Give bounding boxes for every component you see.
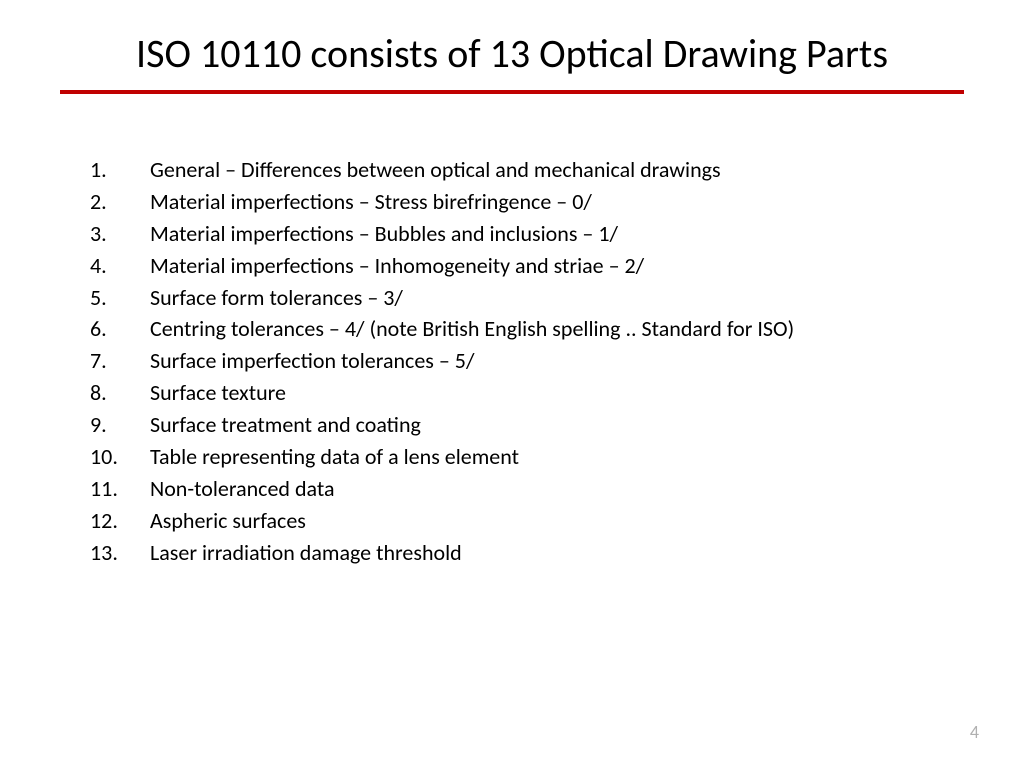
list-item: Material imperfections – Bubbles and inc… [90,218,964,250]
slide-title: ISO 10110 consists of 13 Optical Drawing… [60,30,964,78]
list-item: Surface form tolerances – 3/ [90,282,964,314]
list-item: General – Differences between optical an… [90,154,964,186]
list-item: Non-toleranced data [90,473,964,505]
list-item: Table representing data of a lens elemen… [90,441,964,473]
page-number: 4 [970,721,979,743]
list-item: Aspheric surfaces [90,505,964,537]
list-item: Surface treatment and coating [90,409,964,441]
list-item: Surface texture [90,377,964,409]
list-item: Laser irradiation damage threshold [90,537,964,569]
list-item: Surface imperfection tolerances – 5/ [90,345,964,377]
list-item: Material imperfections – Stress birefrin… [90,186,964,218]
list-item: Centring tolerances – 4/ (note British E… [90,313,964,345]
list-item: Material imperfections – Inhomogeneity a… [90,250,964,282]
title-divider [60,90,964,94]
ordered-list: General – Differences between optical an… [90,154,964,569]
list-container: General – Differences between optical an… [60,154,964,569]
slide-container: ISO 10110 consists of 13 Optical Drawing… [0,0,1024,768]
